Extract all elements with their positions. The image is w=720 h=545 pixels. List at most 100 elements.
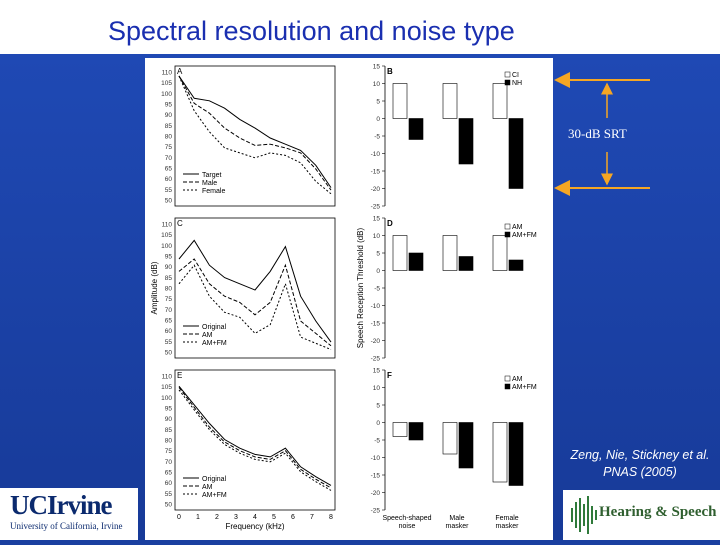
y-tick-label: 50 [165,502,173,509]
x-tick-label: 6 [291,514,295,521]
citation: Zeng, Nie, Stickney et al. PNAS (2005) [560,447,720,481]
category-label: Male [449,515,464,522]
y-tick-label: 65 [165,470,173,477]
legend-entry: AM [202,484,213,491]
y-tick-label: 10 [373,233,381,240]
x-axis-label: Frequency (kHz) [225,522,284,531]
y-tick-label: -20 [371,186,381,193]
y-tick-label: 80 [165,286,173,293]
category-label: Speech-shaped [382,515,431,522]
figure-panel: A 110 105 100 95 90 85 80 75 70 65 60 55 50 Target Male… [145,58,553,540]
y-tick-label: 105 [161,232,172,239]
y-tick-label: 90 [165,264,173,271]
category-label: noise [399,523,416,530]
srt-bar [442,422,458,455]
srt-bar [392,422,408,437]
citation-journal: PNAS (2005) [603,465,677,479]
panel-letter: B [387,67,393,76]
x-tick-label: 0 [177,514,181,521]
y-tick-label: 15 [373,64,381,71]
legend-entry: Male [202,180,217,187]
spectrum-line [178,239,332,343]
srt-bar [492,83,508,119]
panel-letter: C [177,219,183,228]
y-tick-label: 0 [376,268,380,275]
y-tick-label: -10 [371,455,381,462]
srt-bar [458,256,474,271]
y-tick-label: 70 [165,307,173,314]
legend-entry: AM+FM [202,340,227,347]
y-tick-label: 60 [165,176,173,183]
y-tick-label: -15 [371,321,381,328]
legend-swatch [504,223,511,230]
y-tick-label: 95 [165,102,173,109]
y-tick-label: 85 [165,123,173,130]
panel-letter: A [177,67,183,76]
y-tick-label: 75 [165,448,173,455]
srt-bar [392,235,408,271]
y-tick-label: 100 [161,395,172,402]
y-tick-label: -5 [374,438,380,445]
uci-logo: UCIrvine University of California, Irvin… [0,488,138,540]
title-bar: Spectral resolution and noise type [0,0,720,57]
spectrum-line [178,385,332,486]
y-tick-label: 10 [373,81,381,88]
x-tick-label: 1 [196,514,200,521]
legend-entry: AM+FM [512,384,537,391]
srt-bar [442,83,458,119]
y-tick-label: 90 [165,112,173,119]
y-tick-label: 75 [165,144,173,151]
spectrum-line [178,387,332,489]
y-tick-label: -25 [371,508,381,515]
spectrum-line [178,389,332,491]
uci-logo-name: UCIrvine [10,490,112,520]
y-tick-label: 105 [161,80,172,87]
citation-authors: Zeng, Nie, Stickney et al. [570,448,710,462]
srt-bar [508,259,524,271]
uci-logo-subtitle: University of California, Irvine [10,521,123,531]
legend-entry: AM+FM [512,232,537,239]
category-label: Female [495,515,518,522]
y-tick-label: 85 [165,427,173,434]
y-tick-label: -25 [371,204,381,211]
y-tick-label: -15 [371,473,381,480]
y-tick-label: 55 [165,491,173,498]
y-tick-label: -25 [371,356,381,363]
srt-annotation: 30-dB SRT [568,126,627,141]
y-tick-label: 70 [165,459,173,466]
legend-entry: AM [512,224,523,231]
panel-letter: E [177,371,182,380]
y-tick-label: 5 [376,403,380,410]
y-tick-label: 65 [165,318,173,325]
y-tick-label: 5 [376,251,380,258]
lab-logo-name: Hearing & Speech Lab [599,504,720,520]
legend-entry: Female [202,188,225,195]
lab-logo: Hearing & Speech Lab [563,490,720,540]
srt-bar [458,118,474,165]
y-tick-label: 110 [162,70,173,77]
y-tick-label: 100 [161,243,172,250]
y-tick-label: 90 [165,416,173,423]
category-label: masker [496,523,520,530]
legend-entry: AM+FM [202,492,227,499]
slide-title: Spectral resolution and noise type [108,16,515,46]
y-tick-label: -5 [374,286,380,293]
legend-entry: AM [202,332,213,339]
line-panel-frame [174,369,336,511]
y-tick-label: 60 [165,480,173,487]
category-label: masker [446,523,470,530]
spectrum-line [178,75,332,191]
y-tick-label: 50 [165,198,173,205]
srt-bar [408,422,424,441]
y-tick-label: 95 [165,254,173,261]
x-tick-label: 3 [234,514,238,521]
y-tick-label: 100 [161,91,172,98]
srt-bar [408,118,424,140]
spectrum-line [178,75,332,188]
y-tick-label: 110 [162,222,173,229]
spectrum-line [178,258,332,347]
line-panel-frame [174,217,336,359]
legend-swatch [504,375,511,382]
srt-bar [442,235,458,271]
figure-svg: A11010510095908580757065605550TargetMale… [150,64,537,532]
